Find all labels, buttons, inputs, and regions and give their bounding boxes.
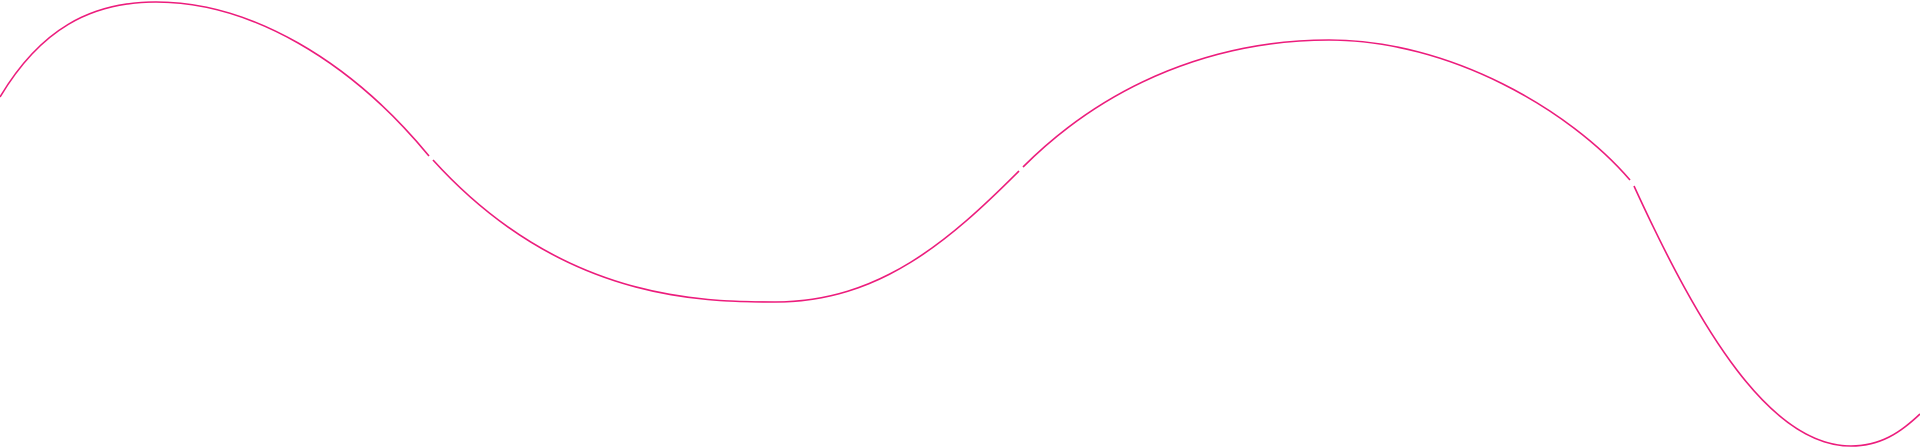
wave-segment-1 <box>0 1 430 157</box>
wave-segment-3 <box>1022 39 1631 181</box>
wave-segment-4 <box>1633 185 1920 447</box>
wave-segment-2 <box>432 159 1020 303</box>
